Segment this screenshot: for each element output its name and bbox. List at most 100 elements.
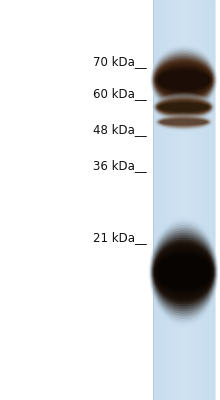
Bar (210, 0, 212, 400)
Ellipse shape (156, 254, 211, 290)
Bar (166, 0, 168, 400)
Ellipse shape (154, 95, 214, 119)
Ellipse shape (150, 226, 217, 318)
Ellipse shape (152, 235, 215, 309)
Ellipse shape (155, 62, 212, 98)
Ellipse shape (158, 117, 209, 127)
Ellipse shape (151, 230, 216, 314)
Ellipse shape (153, 56, 214, 104)
Ellipse shape (153, 94, 214, 120)
Bar (187, 0, 188, 400)
Ellipse shape (155, 114, 213, 130)
Ellipse shape (152, 93, 215, 121)
Ellipse shape (160, 118, 208, 126)
Ellipse shape (152, 53, 215, 107)
Bar (171, 0, 173, 400)
Ellipse shape (156, 64, 212, 96)
Ellipse shape (149, 218, 218, 326)
Ellipse shape (153, 237, 215, 307)
Bar (204, 0, 206, 400)
Bar (190, 0, 191, 400)
Bar (164, 0, 166, 400)
Ellipse shape (157, 100, 211, 115)
Ellipse shape (159, 118, 208, 126)
Bar (197, 0, 198, 400)
Bar (181, 0, 182, 400)
Bar (156, 0, 158, 400)
Ellipse shape (153, 54, 214, 106)
Bar (163, 0, 165, 400)
Ellipse shape (159, 118, 208, 126)
Ellipse shape (152, 51, 215, 109)
Ellipse shape (150, 47, 217, 113)
Bar (154, 0, 155, 400)
Bar (202, 0, 204, 400)
Text: 48 kDa__: 48 kDa__ (93, 124, 146, 136)
Bar (155, 0, 156, 400)
Bar (179, 0, 180, 400)
Ellipse shape (154, 242, 214, 302)
Ellipse shape (160, 119, 207, 125)
Bar (195, 0, 196, 400)
Bar (176, 0, 177, 400)
Bar (201, 0, 203, 400)
Ellipse shape (156, 115, 211, 129)
Bar (167, 0, 169, 400)
Ellipse shape (151, 48, 216, 112)
Bar (188, 0, 189, 400)
Bar (178, 0, 179, 400)
Ellipse shape (157, 100, 210, 114)
Ellipse shape (148, 216, 219, 328)
Ellipse shape (151, 228, 216, 316)
Bar (174, 0, 176, 400)
Bar (213, 0, 214, 400)
Ellipse shape (159, 117, 209, 127)
Bar (211, 0, 213, 400)
Ellipse shape (158, 116, 210, 128)
Ellipse shape (156, 115, 211, 129)
Ellipse shape (154, 59, 213, 101)
Bar (158, 0, 159, 400)
Bar (157, 0, 158, 400)
Bar (206, 0, 208, 400)
Ellipse shape (152, 92, 215, 122)
Bar (161, 0, 163, 400)
Ellipse shape (158, 102, 209, 113)
Ellipse shape (155, 97, 212, 118)
Bar (159, 0, 161, 400)
Ellipse shape (157, 66, 211, 94)
Bar (184, 0, 185, 400)
Ellipse shape (153, 240, 214, 304)
Ellipse shape (157, 116, 210, 128)
Bar (205, 0, 207, 400)
Text: 21 kDa__: 21 kDa__ (93, 232, 146, 244)
Bar (192, 0, 193, 400)
Bar (183, 0, 184, 400)
Ellipse shape (157, 68, 210, 92)
Bar (176, 0, 178, 400)
Ellipse shape (155, 114, 212, 130)
Text: 70 kDa__: 70 kDa__ (93, 56, 146, 68)
Bar (170, 0, 172, 400)
Ellipse shape (153, 94, 214, 121)
Bar (186, 0, 187, 400)
Bar (172, 0, 174, 400)
Text: 36 kDa__: 36 kDa__ (93, 160, 146, 172)
Ellipse shape (156, 251, 212, 293)
Bar (207, 0, 209, 400)
Ellipse shape (152, 50, 216, 110)
Bar (153, 0, 154, 400)
Ellipse shape (156, 114, 212, 130)
Bar (200, 0, 202, 400)
Ellipse shape (154, 113, 213, 131)
Ellipse shape (154, 244, 213, 300)
Bar (165, 0, 167, 400)
Bar (198, 0, 200, 400)
Bar (196, 0, 198, 400)
Bar (162, 0, 164, 400)
Ellipse shape (150, 223, 218, 321)
Bar (180, 0, 181, 400)
Ellipse shape (155, 60, 213, 100)
Ellipse shape (155, 246, 213, 298)
Ellipse shape (158, 101, 210, 114)
